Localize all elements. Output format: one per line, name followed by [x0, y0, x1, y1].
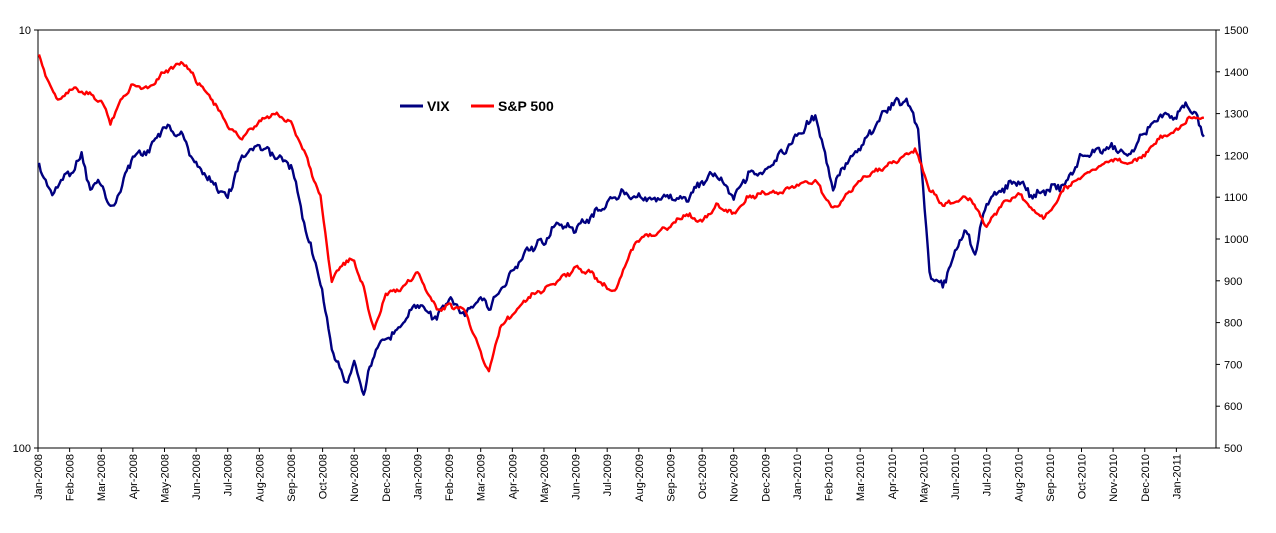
right-axis: 1500 1400 1300 1200 1100 1000 900 800 700 600 500 — [1216, 25, 1248, 455]
x-tick-label: Mar-2010 — [855, 454, 867, 501]
x-tick-label: Jun-2008 — [191, 454, 203, 500]
x-tick-label: Jan-2010 — [792, 454, 804, 500]
right-tick-label: 1000 — [1224, 234, 1248, 246]
x-tick-label: Apr-2010 — [887, 454, 899, 499]
x-tick-label: Oct-2008 — [318, 454, 330, 499]
left-tick-label: 100 — [13, 443, 31, 455]
series-line-vix — [37, 96, 1205, 396]
x-tick-label: Feb-2009 — [444, 454, 456, 501]
series-layer — [37, 54, 1205, 396]
x-tick-label: Feb-2008 — [65, 454, 77, 501]
x-tick-label: Jun-2010 — [950, 454, 962, 500]
x-tick-label: Nov-2008 — [349, 454, 361, 502]
x-tick-label: May-2008 — [159, 454, 171, 503]
right-tick-label: 1500 — [1224, 25, 1248, 37]
x-tick-label: Jan-2008 — [33, 454, 45, 500]
x-tick-label: Aug-2008 — [254, 454, 266, 502]
legend: VIX S&P 500 — [400, 98, 554, 114]
x-tick-label: Dec-2010 — [1140, 454, 1152, 502]
x-tick-label: Dec-2009 — [760, 454, 772, 502]
x-tick-label: Jan-2009 — [412, 454, 424, 500]
x-tick-label: Oct-2009 — [697, 454, 709, 499]
x-tick-label: Apr-2009 — [507, 454, 519, 499]
x-tick-label: Feb-2010 — [824, 454, 836, 501]
x-tick-label: Oct-2010 — [1077, 454, 1089, 499]
x-tick-label: Apr-2008 — [128, 454, 140, 499]
x-tick-label: Jul-2010 — [982, 454, 994, 496]
x-tick-label: Aug-2009 — [634, 454, 646, 502]
right-tick-label: 800 — [1224, 318, 1242, 330]
right-tick-label: 900 — [1224, 276, 1242, 288]
x-axis: Jan-2008 Feb-2008 Mar-2008 Apr-2008 May-2008… — [33, 448, 1183, 503]
right-tick-label: 600 — [1224, 401, 1242, 413]
series-line-sp500 — [37, 54, 1204, 373]
x-tick-label: Jan-2011 — [1171, 454, 1183, 499]
x-tick-label: Nov-2010 — [1108, 454, 1120, 502]
right-tick-label: 500 — [1224, 443, 1242, 455]
legend-sp500-label: S&P 500 — [498, 98, 554, 114]
x-tick-label: Mar-2008 — [96, 454, 108, 501]
left-axis: 10 100 — [13, 25, 38, 455]
x-tick-label: Sep-2010 — [1045, 454, 1057, 502]
right-tick-label: 1100 — [1224, 192, 1248, 204]
right-tick-label: 1300 — [1224, 109, 1248, 121]
right-tick-label: 1400 — [1224, 67, 1248, 79]
left-tick-label: 10 — [19, 25, 31, 37]
x-tick-label: May-2009 — [539, 454, 551, 503]
x-tick-label: Dec-2008 — [381, 454, 393, 502]
x-tick-label: Aug-2010 — [1013, 454, 1025, 502]
x-tick-label: Mar-2009 — [476, 454, 488, 501]
right-tick-label: 700 — [1224, 359, 1242, 371]
x-tick-label: Jun-2009 — [571, 454, 583, 500]
right-tick-label: 1200 — [1224, 150, 1248, 162]
legend-vix-label: VIX — [427, 98, 450, 114]
x-tick-label: Jul-2008 — [223, 454, 235, 496]
x-tick-label: May-2010 — [918, 454, 930, 503]
x-tick-label: Sep-2008 — [286, 454, 298, 502]
x-tick-label: Nov-2009 — [729, 454, 741, 502]
x-tick-label: Jul-2009 — [602, 454, 614, 496]
x-tick-label: Sep-2009 — [665, 454, 677, 502]
plot-area — [37, 29, 1217, 449]
